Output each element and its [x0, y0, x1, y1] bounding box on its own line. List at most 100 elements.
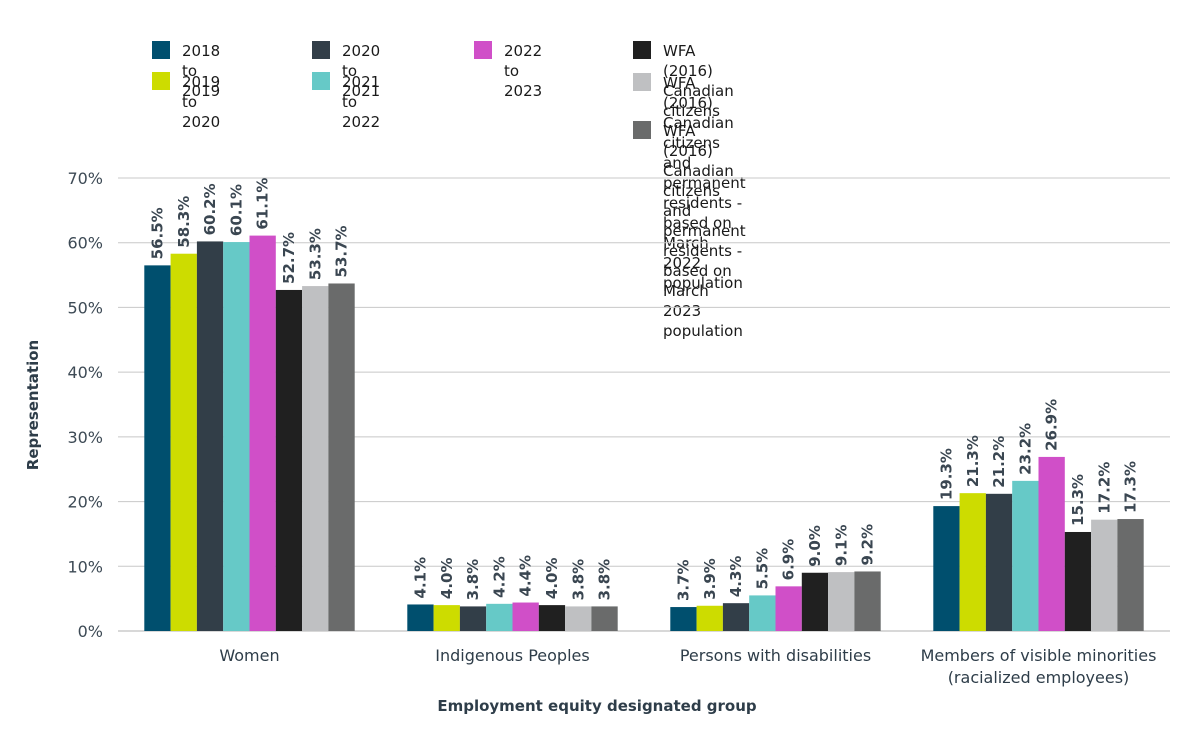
bar [196, 241, 224, 632]
bar [1091, 519, 1118, 631]
data-label: 4.4% [517, 555, 535, 597]
legend-label: 2021 to 2022 [342, 73, 381, 131]
legend-label: WFA (2016) Canadian citizens [663, 42, 734, 120]
category-label: (racialized employees) [948, 668, 1130, 687]
bar [223, 242, 250, 631]
bar [1038, 456, 1065, 631]
data-label: 23.2% [1016, 423, 1034, 475]
bar [1064, 531, 1092, 631]
data-label: 17.2% [1095, 462, 1113, 514]
category-label: Women [219, 646, 279, 665]
category-label: Persons with disabilities [680, 646, 871, 665]
data-label: 56.5% [148, 207, 166, 259]
legend-item-wfa-citizens: WFA (2016) Canadian citizens [633, 41, 734, 121]
legend-swatch [474, 41, 492, 59]
bar [1117, 519, 1144, 631]
data-label: 21.3% [964, 435, 982, 487]
data-label: 4.1% [411, 557, 429, 599]
legend-swatch [312, 72, 330, 90]
data-label: 52.7% [280, 232, 298, 284]
bar [696, 605, 723, 631]
legend-item-wfa-2023: WFA (2016) Canadian citizens and permane… [633, 121, 746, 341]
legend-label: 2019 to 2020 [182, 73, 221, 131]
y-tick-label: 10% [67, 557, 103, 576]
bar [854, 571, 881, 631]
legend-item-2019-2020: 2019 to 2020 [152, 72, 220, 132]
y-tick-label: 30% [67, 428, 103, 447]
data-label: 6.9% [780, 539, 798, 581]
category-label: Members of visible minorities [921, 646, 1157, 665]
bar [512, 602, 539, 631]
data-label: 9.2% [859, 524, 877, 566]
bar [1012, 480, 1039, 631]
x-axis-title: Employment equity designated group [437, 697, 757, 715]
data-label: 19.3% [937, 448, 955, 500]
y-axis-ticks: 0% 10% 20% 30% 40% 50% 60% 70% [67, 169, 103, 641]
data-label: 60.2% [201, 183, 219, 235]
bar [275, 289, 303, 631]
data-label: 26.9% [1043, 399, 1061, 451]
data-label: 53.7% [333, 225, 351, 277]
data-label: 3.8% [464, 559, 482, 601]
legend-swatch [152, 41, 170, 59]
data-label: 3.8% [569, 559, 587, 601]
category-label: Indigenous Peoples [435, 646, 589, 665]
bar [801, 572, 829, 631]
data-label: 58.3% [175, 196, 193, 248]
bar [591, 606, 618, 631]
y-tick-label: 60% [67, 234, 103, 253]
data-label: 4.0% [543, 558, 561, 600]
data-label: 3.9% [701, 558, 719, 600]
bar [749, 595, 776, 631]
bars [144, 235, 1144, 632]
data-label: 15.3% [1069, 474, 1087, 526]
y-tick-label: 40% [67, 363, 103, 382]
bar [144, 265, 171, 631]
legend-item-2018-2019: 2018 to 2019 [152, 41, 220, 101]
y-tick-label: 20% [67, 493, 103, 512]
y-tick-label: 50% [67, 298, 103, 317]
bar [170, 253, 197, 632]
data-labels: 56.5% 58.3% 60.2% 60.1% 61.1% 52.7% 53.3% 53.7%… [148, 178, 1139, 602]
data-label: 17.3% [1122, 461, 1140, 513]
legend-label: 2018 to 2019 [182, 42, 221, 100]
legend-item-2021-2022: 2021 to 2022 [312, 72, 380, 132]
bar [722, 603, 750, 631]
data-label: 3.7% [674, 559, 692, 601]
data-label: 53.3% [306, 228, 324, 280]
y-tick-label: 0% [78, 622, 103, 641]
legend-swatch [312, 41, 330, 59]
legend-item-2020-2021: 2020 to 2021 [312, 41, 380, 101]
legend-label: 2020 to 2021 [342, 42, 381, 100]
x-axis-categories: Women Indigenous Peoples Persons with disa… [219, 646, 1156, 687]
bar [985, 493, 1013, 631]
legend-swatch [633, 121, 651, 139]
bar [959, 493, 986, 631]
legend-label: 2022 to 2023 [504, 42, 543, 100]
bar [538, 605, 566, 631]
data-label: 5.5% [753, 548, 771, 590]
data-label: 4.3% [727, 556, 745, 598]
bar [459, 606, 487, 631]
data-label: 60.1% [227, 184, 245, 236]
data-label: 61.1% [254, 178, 272, 230]
data-label: 9.0% [806, 525, 824, 567]
legend-swatch [152, 72, 170, 90]
legend-swatch [633, 41, 651, 59]
legend-swatch [633, 73, 651, 91]
data-label: 3.8% [596, 559, 614, 601]
y-tick-label: 70% [67, 169, 103, 188]
bar [828, 572, 855, 631]
data-label: 4.0% [438, 558, 456, 600]
data-label: 21.2% [990, 436, 1008, 488]
data-label: 4.2% [490, 556, 508, 598]
bar [486, 603, 513, 631]
data-label: 9.1% [832, 525, 850, 567]
bar [302, 286, 329, 631]
bar [249, 235, 276, 632]
legend-label: WFA (2016) Canadian citizens and permane… [663, 122, 746, 340]
bar [328, 283, 355, 631]
bar [775, 586, 802, 631]
bar [565, 606, 592, 631]
